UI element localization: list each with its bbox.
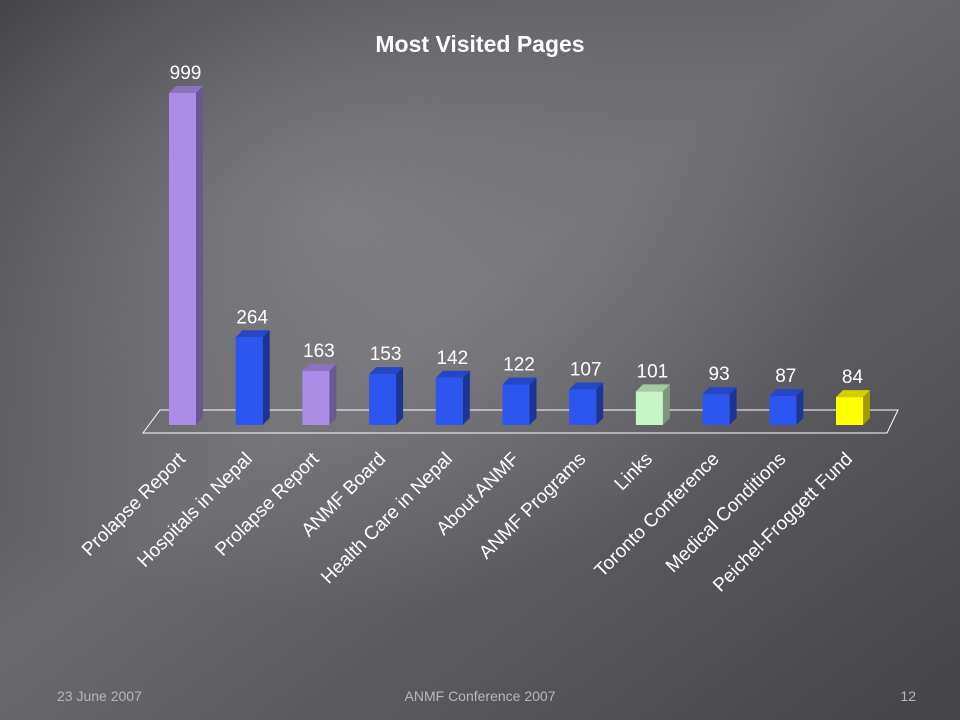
bar-8 [635, 384, 670, 425]
bar-front [369, 374, 397, 425]
bar-front [569, 389, 597, 425]
bar-side [596, 382, 604, 425]
bar-front [702, 394, 730, 425]
bar-5 [435, 370, 470, 425]
data-label: 999 [170, 63, 202, 84]
data-label: 163 [303, 341, 335, 362]
bar-side [796, 389, 804, 425]
chart-floor [142, 409, 899, 434]
bar-front [235, 337, 263, 425]
tick-label: Medical Conditions [662, 449, 790, 577]
bar-side [662, 384, 670, 425]
bar-front [635, 391, 663, 425]
bar-1 [169, 86, 203, 425]
bar-top [635, 384, 670, 392]
bar-chart: Most Visited Pages 999 264 163 153 142 122 107… [78, 31, 899, 596]
data-label: 153 [370, 344, 402, 365]
bar-front [435, 377, 463, 425]
value-labels: 999 264 163 153 142 122 107 101 93 87 84 [170, 63, 864, 388]
bar-side [729, 387, 737, 425]
data-label: 122 [503, 354, 535, 375]
chart-title: Most Visited Pages [375, 31, 584, 57]
bar-3 [302, 363, 337, 425]
bar-top [235, 330, 270, 338]
data-label: 84 [842, 367, 864, 388]
bar-9 [702, 387, 737, 425]
data-label: 101 [637, 361, 669, 382]
bar-front [836, 397, 863, 425]
floor-outline [142, 409, 899, 434]
page-number: 12 [900, 688, 916, 704]
tick-label: Health Care in Nepal [317, 449, 457, 589]
tick-label: Peichel-Froggett Fund [709, 449, 857, 597]
bar-6 [502, 377, 537, 425]
bar-side [396, 367, 404, 425]
bar-top [302, 363, 337, 371]
bar-side [329, 363, 337, 425]
bar-4 [369, 367, 404, 425]
bar-front [502, 384, 530, 425]
bar-11 [836, 390, 870, 425]
data-label: 87 [775, 366, 796, 387]
bar-top [702, 387, 737, 395]
footer-title: ANMF Conference 2007 [404, 688, 556, 704]
bar-7 [569, 382, 604, 425]
bar-top [836, 390, 870, 398]
bar-side [462, 370, 470, 425]
bars-group [169, 86, 870, 425]
bar-front [769, 396, 797, 425]
bar-top [435, 370, 470, 378]
bar-10 [769, 389, 804, 425]
bar-2 [235, 330, 270, 425]
tick-label: Toronto Conference [591, 449, 724, 582]
bar-top [369, 367, 404, 375]
tick-label: Hospitals in Nepal [134, 449, 257, 572]
data-label: 142 [436, 348, 468, 369]
tick-label: Links [611, 449, 657, 495]
data-label: 93 [709, 364, 730, 385]
bar-top [502, 377, 537, 385]
bar-side [529, 377, 537, 425]
bar-top [569, 382, 604, 390]
bar-side [196, 86, 203, 425]
bar-front [302, 370, 330, 425]
bar-side [863, 390, 870, 425]
data-label: 107 [570, 359, 602, 380]
bar-side [262, 330, 270, 425]
bar-top [769, 389, 804, 397]
footer-date: 23 June 2007 [57, 688, 142, 704]
data-label: 264 [236, 307, 268, 328]
bar-top [169, 86, 203, 93]
bar-front [169, 93, 196, 425]
